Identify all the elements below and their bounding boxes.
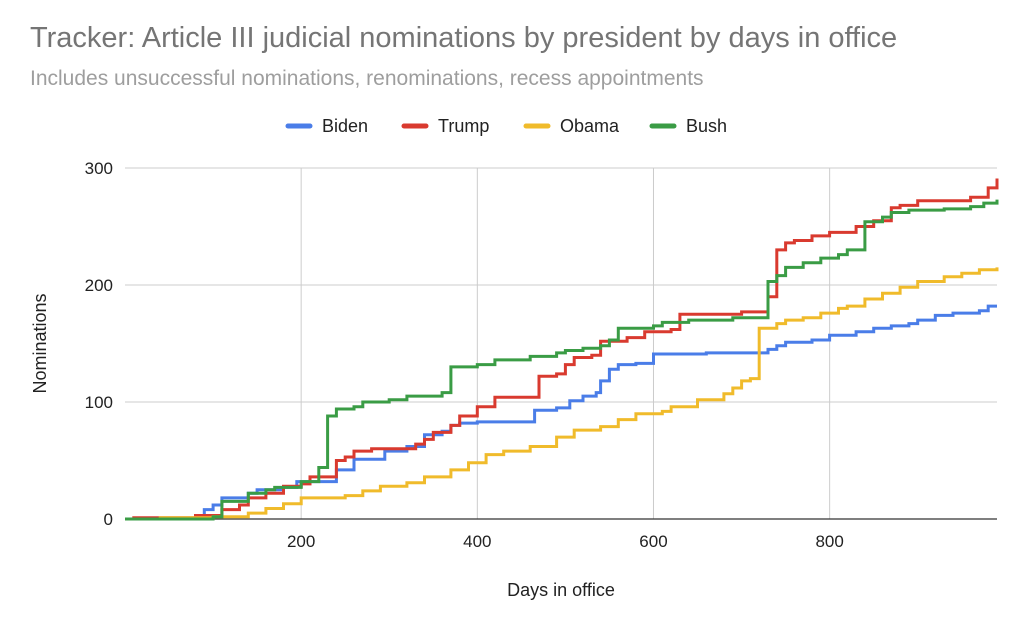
x-tick-label: 600 bbox=[639, 532, 667, 551]
series-line-obama bbox=[125, 267, 999, 521]
y-tick-label: 200 bbox=[85, 276, 113, 295]
x-tick-label: 800 bbox=[815, 532, 843, 551]
legend-label-bush: Bush bbox=[686, 116, 727, 136]
legend-label-biden: Biden bbox=[322, 116, 368, 136]
y-tick-label: 100 bbox=[85, 393, 113, 412]
legend-label-trump: Trump bbox=[438, 116, 489, 136]
chart-title: Tracker: Article III judicial nomination… bbox=[30, 22, 898, 54]
y-tick-label: 300 bbox=[85, 159, 113, 178]
chart-subtitle: Includes unsuccessful nominations, renom… bbox=[30, 67, 704, 90]
x-axis-title: Days in office bbox=[507, 580, 615, 600]
series-line-biden bbox=[125, 304, 997, 521]
x-tick-label: 400 bbox=[463, 532, 491, 551]
y-axis-title: Nominations bbox=[30, 293, 50, 393]
legend-label-obama: Obama bbox=[560, 116, 620, 136]
series-line-bush bbox=[125, 199, 999, 521]
y-tick-label: 0 bbox=[104, 510, 113, 529]
x-tick-label: 200 bbox=[287, 532, 315, 551]
